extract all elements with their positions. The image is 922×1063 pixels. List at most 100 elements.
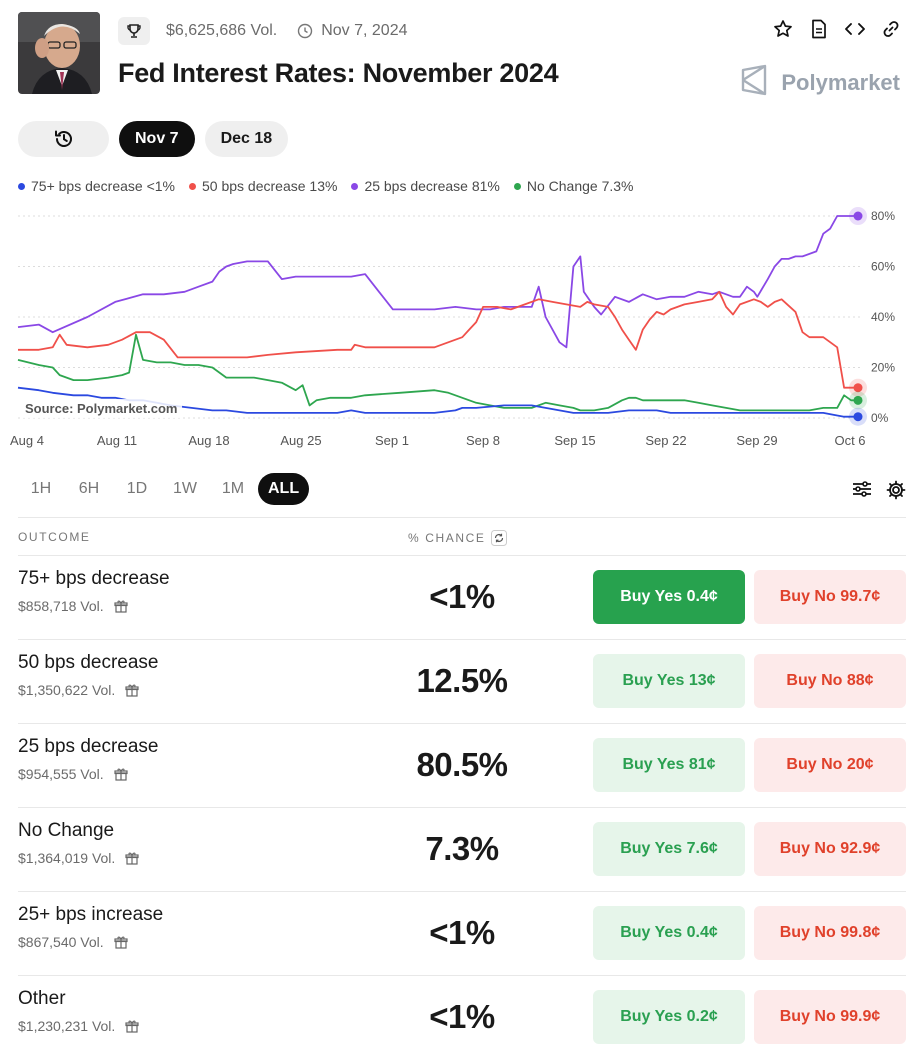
- outcome-row[interactable]: Other $1,230,231 Vol. <1% Buy Yes 0.2¢ Buy N…: [18, 976, 906, 1060]
- gift-icon[interactable]: [125, 851, 139, 865]
- polymarket-logo-icon: [739, 64, 771, 101]
- outcome-name: 75+ bps decrease: [18, 568, 170, 589]
- y-tick-label: 60%: [871, 260, 895, 274]
- buy-no-button[interactable]: Buy No 20¢: [754, 738, 906, 792]
- price-history-chart[interactable]: 80% 60% 40% 20% 0% Aug 4 Aug 11 Aug 18 Aug 25 Sep…: [0, 200, 922, 460]
- outcome-row[interactable]: 25+ bps increase $867,540 Vol. <1% Buy Yes …: [18, 892, 906, 976]
- legend-item: 25 bps decrease 81%: [351, 178, 500, 194]
- link-icon[interactable]: [880, 18, 902, 40]
- legend-label: No Change 7.3%: [526, 178, 634, 194]
- gift-icon[interactable]: [125, 683, 139, 697]
- market-end-date: Nov 7, 2024: [321, 22, 408, 39]
- gift-icon[interactable]: [114, 935, 128, 949]
- column-chance: % CHANCE: [408, 530, 508, 546]
- brand: Polymarket: [739, 64, 900, 101]
- legend-label: 50 bps decrease 13%: [202, 178, 338, 194]
- series-end-point: [853, 211, 863, 221]
- outcome-chance: <1%: [429, 578, 495, 615]
- column-chance-label: % CHANCE: [408, 531, 486, 545]
- outcome-row[interactable]: 25 bps decrease $954,555 Vol. 80.5% Buy Yes…: [18, 724, 906, 808]
- gift-icon[interactable]: [114, 767, 128, 781]
- buy-no-button[interactable]: Buy No 99.8¢: [754, 906, 906, 960]
- buy-no-button[interactable]: Buy No 99.7¢: [754, 570, 906, 624]
- divider: [18, 975, 906, 976]
- outcome-volume-text: $1,230,231 Vol.: [18, 1018, 116, 1034]
- divider: [18, 517, 906, 518]
- y-tick-label: 20%: [871, 361, 895, 375]
- outcome-chance: <1%: [429, 914, 495, 951]
- outcome-row[interactable]: No Change $1,364,019 Vol. 7.3% Buy Yes 7.6¢…: [18, 808, 906, 892]
- legend-item: 50 bps decrease 13%: [189, 178, 337, 194]
- series-end-point: [853, 383, 863, 393]
- range-1w[interactable]: 1W: [173, 480, 197, 497]
- outcome-volume: $858,718 Vol.: [18, 598, 128, 614]
- legend-dot: [351, 182, 359, 190]
- buy-no-button[interactable]: Buy No 99.9¢: [754, 990, 906, 1044]
- gear-icon[interactable]: [886, 480, 906, 505]
- buy-yes-button[interactable]: Buy Yes 81¢: [593, 738, 745, 792]
- range-1m[interactable]: 1M: [221, 480, 245, 497]
- y-tick-label: 80%: [871, 209, 895, 223]
- brand-name: Polymarket: [781, 69, 900, 95]
- range-6h[interactable]: 6H: [78, 480, 100, 497]
- legend-label: 75+ bps decrease <1%: [31, 178, 175, 194]
- x-tick-label: Aug 25: [280, 433, 321, 448]
- date-tabs: Nov 7 Dec 18: [18, 121, 289, 157]
- column-outcome: OUTCOME: [18, 530, 91, 544]
- sliders-icon[interactable]: [852, 480, 872, 505]
- legend-dot: [513, 182, 521, 190]
- outcome-row[interactable]: 50 bps decrease $1,350,622 Vol. 12.5% Buy Y…: [18, 640, 906, 724]
- star-icon[interactable]: [772, 18, 794, 40]
- x-tick-label: Sep 8: [466, 433, 500, 448]
- chart-source: Source: Polymarket.com: [20, 399, 183, 418]
- clock-icon: [297, 23, 313, 39]
- outcome-volume-text: $867,540 Vol.: [18, 934, 104, 950]
- range-1d[interactable]: 1D: [126, 480, 148, 497]
- buy-yes-button[interactable]: Buy Yes 13¢: [593, 654, 745, 708]
- outcome-row[interactable]: 75+ bps decrease $858,718 Vol. <1% Buy Yes …: [18, 556, 906, 640]
- buy-no-button[interactable]: Buy No 88¢: [754, 654, 906, 708]
- outcome-name: 25+ bps increase: [18, 904, 164, 925]
- buy-no-button[interactable]: Buy No 92.9¢: [754, 822, 906, 876]
- outcome-name: 25 bps decrease: [18, 736, 159, 757]
- gift-icon[interactable]: [125, 1019, 139, 1033]
- legend-dot: [189, 182, 196, 190]
- outcome-chance: <1%: [429, 998, 495, 1035]
- market-header: $6,625,686 Vol. Nov 7, 2024 Fed Interest…: [18, 12, 908, 102]
- outcome-volume: $1,350,622 Vol.: [18, 682, 139, 698]
- outcome-name: Other: [18, 988, 66, 1009]
- range-1h[interactable]: 1H: [30, 480, 52, 497]
- x-tick-label: Aug 4: [10, 433, 44, 448]
- header-actions: [772, 18, 902, 40]
- x-tick-label: Sep 29: [736, 433, 777, 448]
- legend-dot: [18, 182, 25, 190]
- divider: [18, 891, 906, 892]
- market-volume: $6,625,686 Vol.: [166, 22, 278, 39]
- refresh-icon[interactable]: [491, 530, 508, 546]
- series-end-point: [853, 412, 863, 422]
- series-line: [17, 333, 858, 412]
- history-icon: [54, 130, 72, 147]
- code-icon[interactable]: [844, 18, 866, 40]
- time-range-selector: 1H 6H 1D 1W 1M ALL: [18, 473, 311, 505]
- buy-yes-button[interactable]: Buy Yes 0.4¢: [593, 570, 745, 624]
- gift-icon[interactable]: [114, 599, 128, 613]
- document-icon[interactable]: [808, 18, 830, 40]
- buy-yes-button[interactable]: Buy Yes 7.6¢: [593, 822, 745, 876]
- range-all[interactable]: ALL: [258, 473, 310, 505]
- page-title: Fed Interest Rates: November 2024: [118, 58, 559, 88]
- outcome-volume-text: $858,718 Vol.: [18, 598, 104, 614]
- legend-item: 75+ bps decrease <1%: [18, 178, 175, 194]
- tab-dec-18[interactable]: Dec 18: [204, 121, 289, 157]
- divider: [18, 723, 906, 724]
- outcome-volume: $867,540 Vol.: [18, 934, 128, 950]
- history-button[interactable]: [18, 121, 109, 157]
- outcome-volume-text: $1,350,622 Vol.: [18, 682, 116, 698]
- x-tick-label: Aug 11: [97, 433, 137, 448]
- buy-yes-button[interactable]: Buy Yes 0.4¢: [593, 906, 745, 960]
- outcome-chance: 80.5%: [416, 746, 508, 783]
- tab-nov-7[interactable]: Nov 7: [119, 121, 195, 157]
- outcome-chance: 7.3%: [425, 830, 499, 867]
- outcome-chance: 12.5%: [416, 662, 508, 699]
- buy-yes-button[interactable]: Buy Yes 0.2¢: [593, 990, 745, 1044]
